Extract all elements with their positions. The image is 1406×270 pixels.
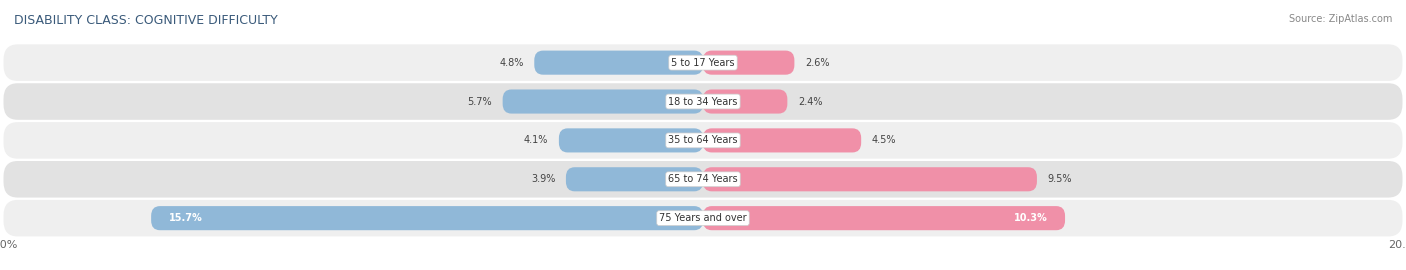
FancyBboxPatch shape — [703, 89, 787, 114]
FancyBboxPatch shape — [703, 50, 794, 75]
Text: 9.5%: 9.5% — [1047, 174, 1071, 184]
Text: 5.7%: 5.7% — [467, 96, 492, 107]
Text: 10.3%: 10.3% — [1014, 213, 1047, 223]
FancyBboxPatch shape — [3, 161, 1402, 198]
FancyBboxPatch shape — [3, 83, 1402, 120]
Text: 75 Years and over: 75 Years and over — [659, 213, 747, 223]
Text: 2.6%: 2.6% — [806, 58, 830, 68]
Text: 3.9%: 3.9% — [531, 174, 555, 184]
Text: 15.7%: 15.7% — [169, 213, 202, 223]
FancyBboxPatch shape — [503, 89, 703, 114]
Text: Source: ZipAtlas.com: Source: ZipAtlas.com — [1288, 14, 1392, 23]
FancyBboxPatch shape — [3, 122, 1402, 159]
FancyBboxPatch shape — [560, 128, 703, 153]
Text: 5 to 17 Years: 5 to 17 Years — [671, 58, 735, 68]
Text: DISABILITY CLASS: COGNITIVE DIFFICULTY: DISABILITY CLASS: COGNITIVE DIFFICULTY — [14, 14, 278, 26]
Text: 18 to 34 Years: 18 to 34 Years — [668, 96, 738, 107]
Text: 4.5%: 4.5% — [872, 135, 896, 146]
Text: 35 to 64 Years: 35 to 64 Years — [668, 135, 738, 146]
Text: 2.4%: 2.4% — [799, 96, 823, 107]
FancyBboxPatch shape — [3, 200, 1402, 237]
Text: 65 to 74 Years: 65 to 74 Years — [668, 174, 738, 184]
Text: 4.8%: 4.8% — [499, 58, 523, 68]
FancyBboxPatch shape — [152, 206, 703, 230]
FancyBboxPatch shape — [567, 167, 703, 191]
Text: 4.1%: 4.1% — [524, 135, 548, 146]
FancyBboxPatch shape — [3, 44, 1402, 81]
FancyBboxPatch shape — [703, 167, 1038, 191]
FancyBboxPatch shape — [703, 128, 860, 153]
FancyBboxPatch shape — [534, 50, 703, 75]
FancyBboxPatch shape — [703, 206, 1066, 230]
